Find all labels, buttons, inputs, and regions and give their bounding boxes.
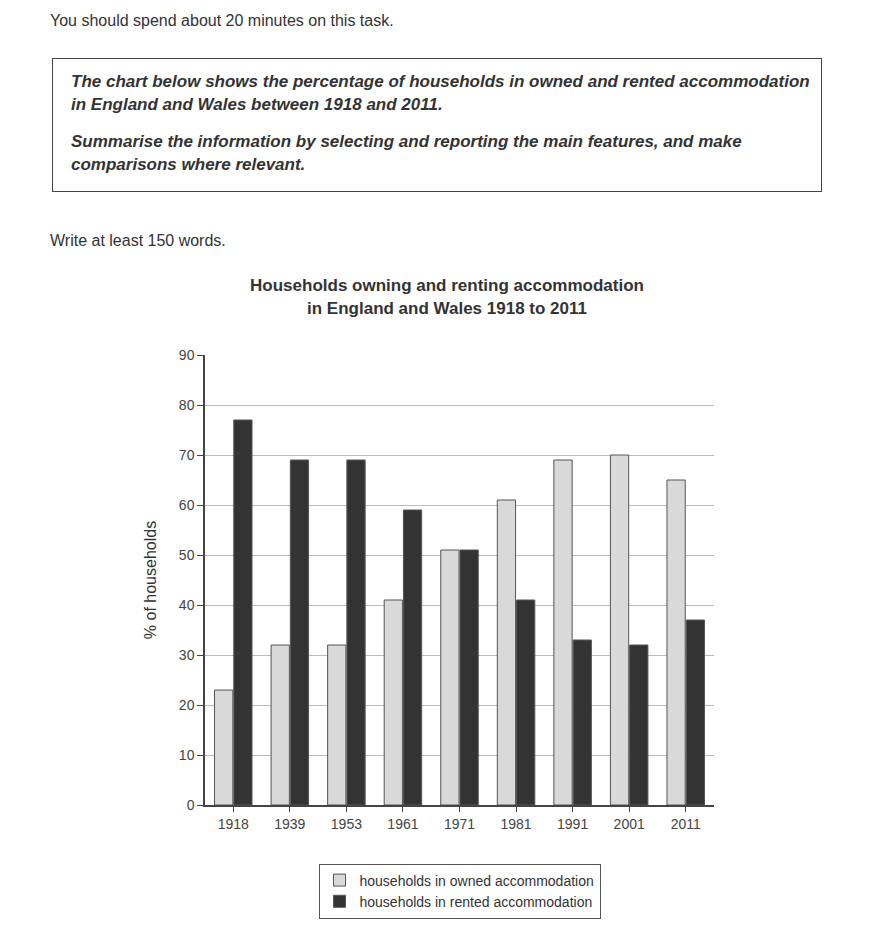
html-text:Summarise the information by s: Summarise the information by selecting a… [71,131,742,174]
svg-text:households in rented accommoda: households in rented accommodation [360,894,593,910]
svg-text:1918: 1918 [218,816,249,832]
svg-text:10: 10 [179,747,195,763]
svg-text:1939: 1939 [274,816,305,832]
svg-text:30: 30 [179,647,195,663]
svg-text:1971: 1971 [444,816,475,832]
svg-text:1981: 1981 [500,816,531,832]
html-text:The chart below shows the perc: The chart below shows the percentage of … [71,72,810,114]
svg-text:1953: 1953 [331,816,362,832]
svg-text:households in owned accommodat: households in owned accommodation [360,873,594,889]
html-text:Write at least 150 words.: Write at least 150 words. [50,232,226,249]
svg-text:0: 0 [187,797,195,813]
svg-text:2011: 2011 [671,816,701,832]
svg-text:2001: 2001 [614,816,645,832]
svg-text:1961: 1961 [387,816,418,832]
html-text:You should spend about 20 minu: You should spend about 20 minutes on thi… [50,12,394,29]
svg-text:1991: 1991 [557,816,588,832]
svg-text:70: 70 [179,447,195,463]
svg-text:60: 60 [179,497,195,513]
svg-text:20: 20 [179,697,195,713]
svg-text:90: 90 [179,347,195,363]
svg-text:80: 80 [179,397,195,413]
svg-text:40: 40 [179,597,195,613]
svg-text:% of households: % of households [142,521,159,639]
svg-text:50: 50 [179,547,195,563]
svg-text:Households owning and renting: Households owning and renting accommodat… [250,276,644,317]
